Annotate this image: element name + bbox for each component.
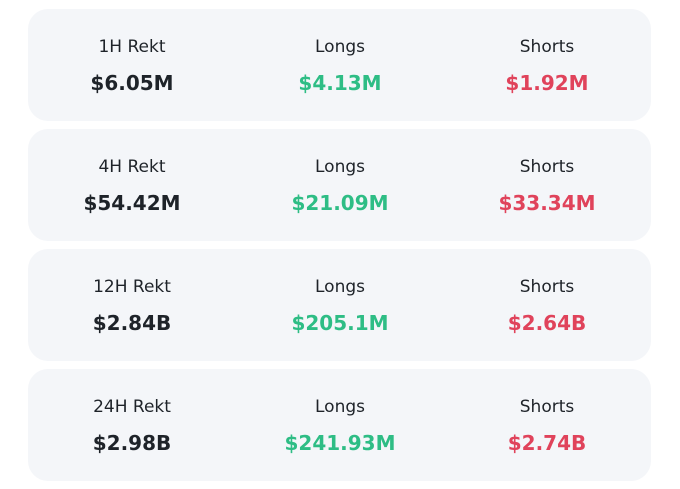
stat-value: $21.09M — [291, 191, 389, 215]
rekt-card: 1H Rekt $6.05M Longs $4.13M Shorts $1.92M — [28, 9, 651, 121]
stat-value: $54.42M — [83, 191, 181, 215]
rekt-card: 24H Rekt $2.98B Longs $241.93M Shorts $2.74B — [28, 369, 651, 481]
stat-label: Shorts — [519, 277, 575, 297]
stat-value: $6.05M — [90, 71, 174, 95]
stat-value: $205.1M — [291, 311, 389, 335]
stat-label: Shorts — [519, 37, 575, 57]
stat-label: Longs — [315, 397, 365, 417]
stat-label: 1H Rekt — [98, 37, 166, 57]
stat-label: 24H Rekt — [93, 397, 171, 417]
stat-value: $33.34M — [498, 191, 596, 215]
stat-value: $241.93M — [284, 431, 396, 455]
stat-value: $2.84B — [92, 311, 172, 335]
stat-label: 12H Rekt — [93, 277, 171, 297]
stat-value: $2.74B — [507, 431, 587, 455]
stat-label: Longs — [315, 37, 365, 57]
stat-label: Longs — [315, 277, 365, 297]
stat-value: $2.98B — [92, 431, 172, 455]
stat-label: Longs — [315, 157, 365, 177]
stat-label: Shorts — [519, 397, 575, 417]
stat-value: $1.92M — [505, 71, 589, 95]
stat-value: $4.13M — [298, 71, 382, 95]
stat-label: Shorts — [519, 157, 575, 177]
rekt-card: 4H Rekt $54.42M Longs $21.09M Shorts $33.34M — [28, 129, 651, 241]
stat-label: 4H Rekt — [98, 157, 166, 177]
stat-value: $2.64B — [507, 311, 587, 335]
rekt-card: 12H Rekt $2.84B Longs $205.1M Shorts $2.64B — [28, 249, 651, 361]
